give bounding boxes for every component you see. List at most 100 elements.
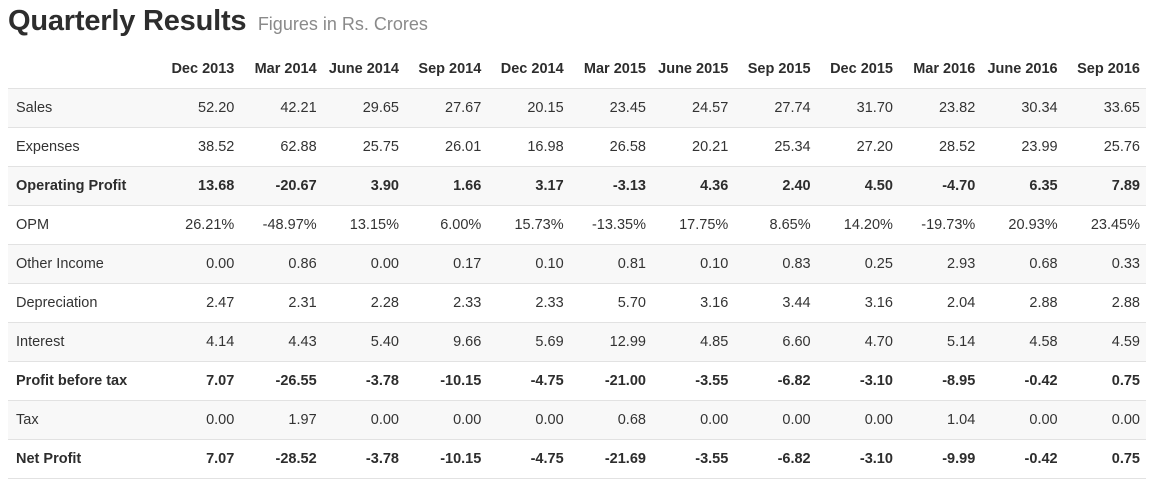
value-cell: -3.10	[816, 439, 899, 479]
row-label: Tax	[8, 400, 158, 440]
value-cell: 25.76	[1063, 127, 1146, 167]
value-cell: 2.31	[240, 283, 323, 323]
value-cell: 0.75	[1063, 439, 1146, 479]
value-cell: 1.66	[404, 166, 488, 206]
column-header: Mar 2016	[913, 61, 976, 77]
value-cell: 0.00	[734, 400, 817, 440]
column-header: Sep 2016	[1077, 61, 1140, 77]
value-cell: 5.40	[322, 322, 405, 362]
value-cell: 26.21%	[158, 205, 241, 245]
value-cell: 3.16	[816, 283, 899, 323]
value-cell: 7.89	[1063, 166, 1146, 206]
column-header: Dec 2013	[171, 61, 235, 77]
table-row: Operating Profit 13.68 -20.67 3.90 1.66 3.17-…	[8, 166, 1146, 206]
row-label: Net Profit	[8, 439, 158, 479]
value-cell: 4.85	[651, 322, 735, 362]
value-cell: 0.68	[981, 244, 1064, 284]
page-subtitle: Figures in Rs. Crores	[257, 14, 428, 34]
value-cell: 4.14	[158, 322, 241, 362]
value-cell: 0.00	[816, 400, 899, 440]
column-header: Dec 2015	[830, 61, 893, 77]
value-cell: -10.15	[404, 439, 488, 479]
row-label: Profit before tax	[8, 361, 158, 401]
row-label: OPM	[8, 205, 158, 245]
value-cell: 0.33	[1063, 244, 1146, 284]
value-cell: 0.00	[981, 400, 1064, 440]
value-cell: -0.42	[981, 361, 1064, 401]
value-cell: 2.88	[1063, 283, 1146, 323]
value-cell: 2.88	[981, 283, 1064, 323]
value-cell: 24.57	[651, 88, 735, 128]
header-corner-cell	[8, 50, 158, 89]
value-cell: 13.68	[158, 166, 241, 206]
value-cell: 4.50	[816, 166, 899, 206]
row-label: Depreciation	[8, 283, 158, 323]
row-label: Operating Profit	[8, 166, 158, 206]
value-cell: 3.90	[322, 166, 405, 206]
value-cell: 5.69	[487, 322, 570, 362]
value-cell: -6.82	[734, 439, 817, 479]
value-cell: 0.17	[404, 244, 488, 284]
value-cell: 13.15%	[322, 205, 405, 245]
value-cell: 26.01	[404, 127, 488, 167]
table-row: Interest 4.14 4.43 5.40 9.66 5.69 12.99 4.85 6.6…	[8, 322, 1146, 362]
value-cell: 28.52	[898, 127, 982, 167]
value-cell: 5.70	[569, 283, 652, 323]
value-cell: 1.04	[898, 400, 982, 440]
row-label: Expenses	[8, 127, 158, 167]
value-cell: 29.65	[322, 88, 405, 128]
value-cell: -4.75	[487, 361, 570, 401]
value-cell: 23.45%	[1063, 205, 1146, 245]
value-cell: 33.65	[1063, 88, 1146, 128]
value-cell: 16.98	[487, 127, 570, 167]
value-cell: 6.35	[981, 166, 1064, 206]
value-cell: 20.15	[487, 88, 570, 128]
column-header: June 2015	[658, 61, 729, 77]
value-cell: -26.55	[240, 361, 323, 401]
value-cell: -6.82	[734, 361, 817, 401]
value-cell: 62.88	[240, 127, 323, 167]
value-cell: -13.35%	[569, 205, 652, 245]
value-cell: 23.45	[569, 88, 652, 128]
value-cell: 0.10	[651, 244, 735, 284]
value-cell: 0.00	[322, 244, 405, 284]
value-cell: 9.66	[404, 322, 488, 362]
value-cell: 6.00%	[404, 205, 488, 245]
value-cell: -3.78	[322, 439, 405, 479]
value-cell: 7.07	[158, 439, 241, 479]
value-cell: 0.00	[158, 400, 241, 440]
value-cell: -3.55	[651, 361, 735, 401]
column-header: Mar 2015	[583, 61, 646, 77]
value-cell: 25.75	[322, 127, 405, 167]
value-cell: -3.78	[322, 361, 405, 401]
value-cell: 2.04	[898, 283, 982, 323]
value-cell: 14.20%	[816, 205, 899, 245]
column-header: Mar 2014	[254, 61, 317, 77]
value-cell: 42.21	[240, 88, 323, 128]
value-cell: 25.34	[734, 127, 817, 167]
header-row: Dec 2013 Mar 2014 June 2014 Sep 2014 Dec 201…	[8, 50, 1146, 89]
value-cell: 0.00	[158, 244, 241, 284]
table-row: Net Profit 7.07 -28.52 -3.78 -10.15 -4.75 -21.…	[8, 439, 1146, 479]
value-cell: 0.68	[569, 400, 652, 440]
value-cell: -21.00	[569, 361, 652, 401]
value-cell: 0.00	[404, 400, 488, 440]
value-cell: 20.21	[651, 127, 735, 167]
value-cell: 1.97	[240, 400, 323, 440]
quarterly-results-section: Quarterly Results Figures in Rs. Crores …	[8, 5, 1146, 479]
value-cell: -4.70	[898, 166, 982, 206]
value-cell: 38.52	[158, 127, 241, 167]
value-cell: 5.14	[898, 322, 982, 362]
value-cell: 27.20	[816, 127, 899, 167]
value-cell: -48.97%	[240, 205, 323, 245]
value-cell: 0.00	[651, 400, 735, 440]
table-row: Other Income 0.00 0.86 0.00 0.17 0.10 0.81 0.10…	[8, 244, 1146, 284]
value-cell: -3.13	[569, 166, 652, 206]
quarterly-results-table: Dec 2013 Mar 2014 June 2014 Sep 2014 Dec 201…	[8, 50, 1146, 479]
value-cell: 20.93%	[981, 205, 1064, 245]
value-cell: -9.99	[898, 439, 982, 479]
value-cell: 52.20	[158, 88, 241, 128]
column-header: Sep 2014	[418, 61, 482, 77]
value-cell: 23.82	[898, 88, 982, 128]
value-cell: -3.55	[651, 439, 735, 479]
